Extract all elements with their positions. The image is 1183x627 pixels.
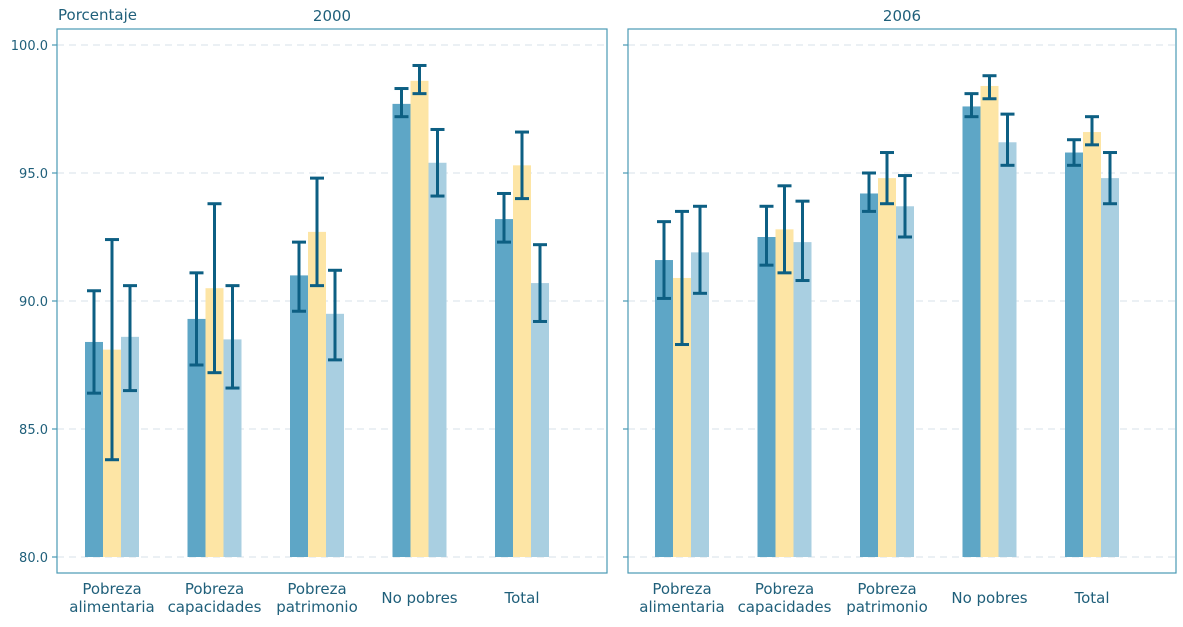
x-tick-label: No pobres (951, 589, 1027, 607)
x-tick-label-line: patrimonio (846, 598, 928, 616)
x-tick-label: Pobreza capacidades (738, 580, 832, 616)
x-tick-label-line: Total (1073, 589, 1109, 607)
bar (980, 85, 999, 558)
bar (392, 103, 411, 557)
bar (1065, 152, 1083, 557)
x-tick-label: No pobres (381, 589, 457, 607)
x-tick-label-line: Pobreza (755, 580, 814, 598)
bar (691, 252, 709, 558)
x-tick-label-line: Pobreza (185, 580, 244, 598)
bar (878, 178, 896, 557)
bar (673, 277, 691, 557)
x-tick-label: Pobreza alimentaria (69, 580, 154, 616)
bar (793, 242, 812, 557)
x-tick-label-line: Pobreza (82, 580, 141, 598)
bar (428, 162, 447, 557)
x-tick-label-line: No pobres (381, 589, 457, 607)
x-tick-label-line: alimentaria (639, 598, 724, 616)
x-tick-label-line: Total (503, 589, 539, 607)
bar (896, 206, 914, 557)
x-tick-label: Pobreza capacidades (168, 580, 262, 616)
x-tick-label-line: patrimonio (276, 598, 358, 616)
x-tick-label: Pobreza patrimonio (846, 580, 928, 616)
bar (187, 318, 206, 557)
panel-title: 2006 (883, 7, 921, 25)
x-tick-label: Total (1073, 589, 1109, 607)
bar (962, 106, 981, 557)
bar (998, 142, 1017, 557)
bar (775, 229, 794, 557)
x-tick-label-line: alimentaria (69, 598, 154, 616)
bar (531, 283, 549, 557)
y-tick-label: 95.0 (19, 167, 48, 182)
x-tick-label: Pobreza alimentaria (639, 580, 724, 616)
y-tick-label: 80.0 (19, 551, 48, 566)
y-tick-label: 85.0 (19, 423, 48, 438)
panel-title: 2000 (313, 7, 351, 25)
bar (326, 313, 344, 557)
x-tick-label-line: capacidades (168, 598, 262, 616)
y-tick-label: 90.0 (19, 295, 48, 310)
bar (513, 165, 531, 557)
bar (655, 260, 673, 557)
x-tick-label-line: Pobreza (652, 580, 711, 598)
bar (1101, 178, 1119, 557)
bar (223, 339, 242, 557)
x-tick-label-line: Pobreza (287, 580, 346, 598)
bar (1083, 132, 1101, 558)
x-tick-label: Total (503, 589, 539, 607)
bar (410, 80, 429, 557)
x-tick-label: Pobreza patrimonio (276, 580, 358, 616)
bar (85, 341, 103, 557)
x-tick-label-line: Pobreza (857, 580, 916, 598)
bar (860, 193, 878, 558)
y-axis-label: Porcentaje (58, 6, 137, 24)
bar (308, 231, 326, 557)
x-tick-label-line: No pobres (951, 589, 1027, 607)
bar (290, 275, 308, 557)
x-tick-label-line: capacidades (738, 598, 832, 616)
bar (757, 237, 776, 557)
bar (205, 288, 224, 557)
y-tick-label: 100.0 (11, 39, 48, 54)
bar (495, 219, 513, 557)
